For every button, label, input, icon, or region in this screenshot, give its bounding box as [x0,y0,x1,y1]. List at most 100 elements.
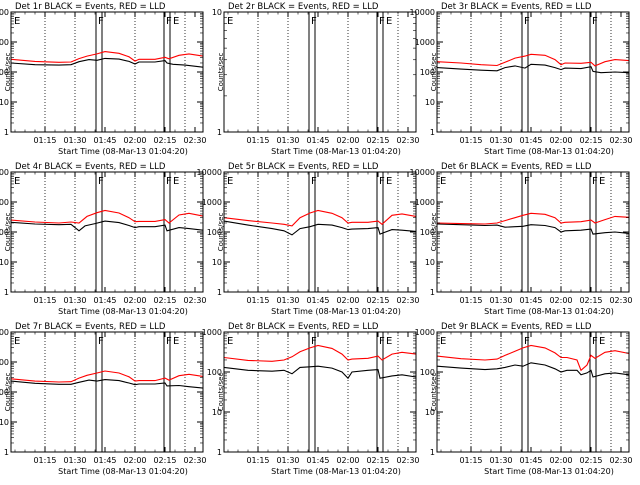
marker-label-f: F [166,176,172,187]
x-tick-label: 01:30 [276,296,299,305]
x-tick-label: 01:30 [63,296,86,305]
x-tick-label: 02:30 [396,296,419,305]
x-tick-label: 02:30 [609,136,632,145]
x-tick-label: 02:00 [336,296,359,305]
x-tick-label: 02:15 [579,136,602,145]
series-events-line [10,57,204,68]
y-tick-label: 100 [0,68,9,77]
x-tick-label: 01:30 [489,456,512,465]
y-tick-label: 10000 [0,168,9,177]
panel-title: Det 1r BLACK = Events, RED = LLD [15,2,166,12]
y-axis-label: Counts/sec [217,373,225,412]
y-tick-label: 100 [420,228,435,237]
marker-label-e: E [14,336,20,347]
plot-frame [223,171,417,293]
x-tick-label: 01:45 [306,456,329,465]
marker-label-e: E [386,176,392,187]
series-lld-line [10,209,204,224]
x-tick-label: 02:15 [153,296,176,305]
y-axis-label: Counts/sec [4,53,12,92]
y-tick-label: 10000 [0,8,9,17]
marker-label-e: E [386,16,392,27]
marker-label-e: E [599,336,605,347]
x-tick-label: 02:00 [123,136,146,145]
y-axis-label: Counts/sec [217,53,225,92]
x-tick-label: 02:15 [153,456,176,465]
marker-label-e: E [227,16,233,27]
marker-label-e: E [173,176,179,187]
series-events-line [10,220,204,232]
marker-label-f: F [98,336,104,347]
y-tick-label: 1000 [202,198,222,207]
x-tick-label: 02:30 [183,296,206,305]
series-lld-line [436,212,630,225]
x-tick-label: 02:30 [183,136,206,145]
panel-det-4: Det 4r BLACK = Events, RED = LLD Counts/s… [0,162,207,316]
x-tick-label: 02:30 [396,136,419,145]
marker-label-f: F [524,336,530,347]
panel-det-9: Det 9r BLACK = Events, RED = LLD Counts/s… [415,322,633,476]
y-tick-label: 1000 [0,358,9,367]
x-tick-label: 02:15 [366,456,389,465]
x-tick-label: 01:30 [63,456,86,465]
series-events-line [436,223,630,235]
y-tick-label: 10 [425,98,435,107]
marker-label-f: F [166,16,172,27]
x-tick-label: 01:15 [33,296,56,305]
series-events-line [223,365,417,380]
marker-label-e: E [440,336,446,347]
y-tick-label: 10 [425,408,435,417]
y-tick-label: 10000 [410,8,435,17]
x-tick-label: 01:45 [93,296,116,305]
series-events-line [436,63,630,74]
plot-frame [436,171,630,293]
x-tick-label: 01:45 [519,296,542,305]
x-tick-label: 02:15 [366,136,389,145]
panel-det-1: Det 1r BLACK = Events, RED = LLD Counts/s… [0,2,207,156]
panel-title: Det 9r BLACK = Events, RED = LLD [441,322,592,332]
x-tick-label: 02:00 [549,296,572,305]
marker-label-e: E [227,336,233,347]
marker-label-f: F [379,336,385,347]
x-tick-label: 02:30 [183,456,206,465]
y-axis-label: Counts/sec [4,373,12,412]
x-axis-label: Start Time (08-Mar-13 01:04:20) [58,147,188,156]
x-tick-label: 02:15 [153,136,176,145]
panel-det-8: Det 8r BLACK = Events, RED = LLD Counts/s… [202,322,420,476]
x-tick-label: 01:15 [459,456,482,465]
x-tick-label: 02:00 [549,456,572,465]
x-tick-label: 01:30 [276,136,299,145]
x-tick-label: 01:45 [519,136,542,145]
panel-title: Det 3r BLACK = Events, RED = LLD [441,2,592,12]
series-events-line [436,362,630,378]
x-axis-label: Start Time (08-Mar-13 01:04:20) [484,307,614,316]
y-tick-label: 10 [212,258,222,267]
y-tick-label: 1 [4,448,9,457]
y-axis-label: Counts/sec [4,213,12,252]
x-tick-label: 01:30 [63,136,86,145]
marker-label-f: F [166,336,172,347]
marker-label-e: E [386,336,392,347]
x-tick-label: 01:30 [489,296,512,305]
y-tick-label: 1000 [0,198,9,207]
x-tick-label: 02:15 [579,296,602,305]
plot-frame [223,11,417,133]
y-axis-label: Counts/sec [430,53,438,92]
x-tick-label: 02:30 [396,456,419,465]
x-tick-label: 02:30 [609,296,632,305]
y-tick-label: 100 [0,228,9,237]
marker-label-f: F [379,16,385,27]
x-tick-label: 02:00 [336,456,359,465]
y-tick-label: 100 [0,388,9,397]
x-tick-label: 01:15 [246,456,269,465]
y-tick-label: 10 [212,8,222,17]
marker-label-e: E [173,16,179,27]
marker-label-f: F [379,176,385,187]
x-tick-label: 01:45 [519,456,542,465]
y-tick-label: 1 [217,288,222,297]
marker-label-f: F [524,176,530,187]
x-tick-label: 01:15 [33,136,56,145]
x-tick-label: 02:00 [123,296,146,305]
y-tick-label: 10 [0,258,9,267]
